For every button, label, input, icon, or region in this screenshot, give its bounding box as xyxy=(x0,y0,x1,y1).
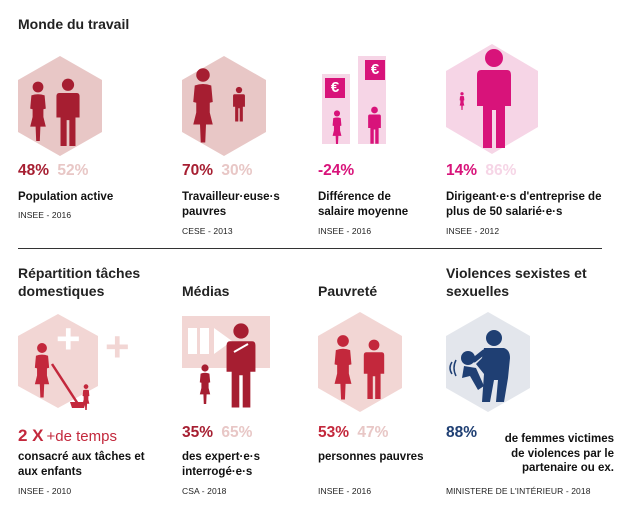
woman-expert-icon xyxy=(199,364,211,404)
media-illustration xyxy=(182,316,270,408)
source-active: INSEE - 2016 xyxy=(18,210,72,220)
stat-salary-gap: -24% xyxy=(318,162,355,179)
play-icon xyxy=(214,328,232,354)
section-divider xyxy=(18,248,602,249)
broom-icon xyxy=(50,363,80,405)
stat-violence: 88% xyxy=(446,424,478,441)
stat-women: 53% xyxy=(318,424,350,441)
poor-workers-illustration xyxy=(182,56,266,156)
stat-men: 52% xyxy=(57,162,89,179)
pause-icon xyxy=(188,328,197,354)
source-salary: INSEE - 2016 xyxy=(318,226,372,236)
plus-icon: + xyxy=(56,315,81,362)
stat-women: 14% xyxy=(446,162,478,179)
stat-women: 35% xyxy=(182,424,214,441)
euro-symbol: € xyxy=(370,61,380,78)
source-leaders: INSEE - 2012 xyxy=(446,226,500,236)
hexagon-background xyxy=(18,314,98,408)
plus-icon: + xyxy=(105,323,130,370)
label-salary: Différence de salaire moyenne xyxy=(318,191,409,218)
source-poverty: INSEE - 2016 xyxy=(318,486,372,496)
source-poor-workers: CESE - 2013 xyxy=(182,226,233,236)
stat-chores-suffix: +de temps xyxy=(46,428,117,445)
euro-icon xyxy=(365,60,385,80)
euro-icon xyxy=(325,78,345,98)
title-chores: Répartition tâches domestiques xyxy=(18,265,141,299)
violence-illustration xyxy=(446,312,530,412)
salary-illustration xyxy=(322,56,386,144)
source-violence: MINISTERE DE L'INTÉRIEUR - 2018 xyxy=(446,486,591,496)
microphone-icon xyxy=(233,343,249,353)
poverty-illustration xyxy=(318,312,402,412)
stat-men: 30% xyxy=(221,162,253,179)
label-leaders: Dirigeant·e·s d'entreprise de plus de 50… xyxy=(446,191,602,218)
stat-men: 47% xyxy=(357,424,389,441)
euro-symbol: € xyxy=(330,79,340,96)
label-chores: consacré aux tâches et aux enfants xyxy=(18,451,145,478)
title-violence: Violences sexistes et sexuelles xyxy=(446,265,587,299)
stat-women: 48% xyxy=(18,162,50,179)
leaders-illustration xyxy=(446,44,538,154)
victim-icon xyxy=(461,351,475,365)
label-media: des expert·e·s interrogé·e·s xyxy=(182,451,260,478)
label-poor-workers: Travailleur·euse·s pauvres xyxy=(182,191,280,218)
stat-men: 65% xyxy=(221,424,253,441)
source-media: CSA - 2018 xyxy=(182,486,227,496)
label-poverty: personnes pauvres xyxy=(318,451,424,463)
impact-lines-icon xyxy=(449,359,457,377)
aggressor-icon xyxy=(486,330,502,346)
title-poverty: Pauvreté xyxy=(318,283,378,299)
chores-illustration xyxy=(18,314,98,410)
hexagon-background xyxy=(318,312,402,412)
section-title-work: Monde du travail xyxy=(18,16,130,32)
stat-women: 70% xyxy=(182,162,214,179)
label-violence: de femmes victimes de violences par le p… xyxy=(504,433,614,474)
hexagon-background xyxy=(182,56,266,156)
title-media: Médias xyxy=(182,283,230,299)
stat-men: 86% xyxy=(485,162,517,179)
stat-chores: 2 X xyxy=(18,426,44,445)
workforce-illustration xyxy=(18,56,102,156)
source-chores: INSEE - 2010 xyxy=(18,486,72,496)
label-active: Population active xyxy=(18,191,114,203)
